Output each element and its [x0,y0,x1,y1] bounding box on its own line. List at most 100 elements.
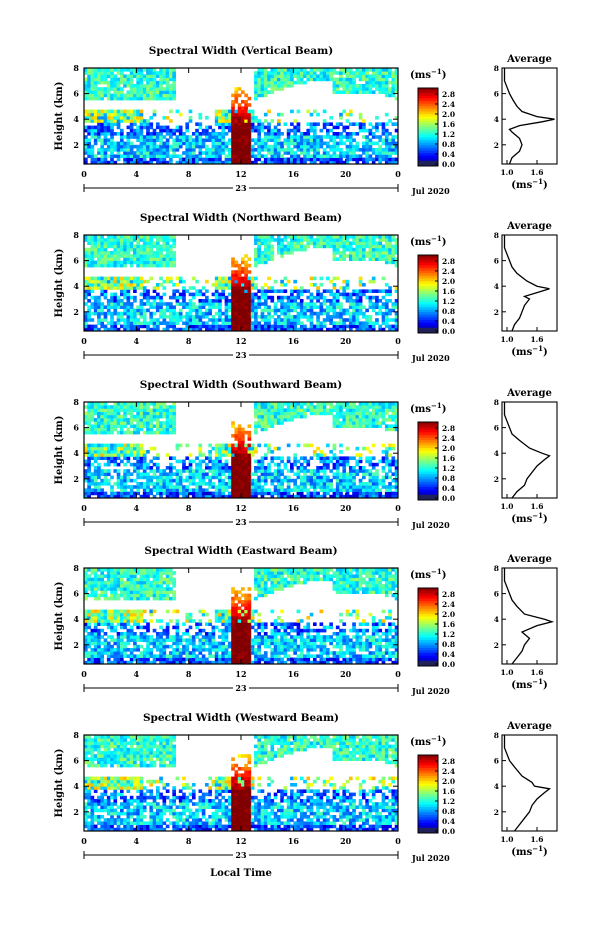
heatmap-cell [238,106,242,110]
heatmap-cell [185,305,189,309]
heatmap-cell [287,151,291,155]
heatmap-cell [261,81,265,85]
heatmap-cell [244,129,248,133]
heatmap-cell [280,302,284,306]
heatmap-cell [153,254,157,258]
heatmap-cell [388,241,392,245]
colorbar-swatch [418,106,438,109]
heatmap-cell [254,94,258,98]
heatmap-cell [110,488,114,492]
heatmap-cell [149,418,153,422]
heatmap-cell [231,151,235,155]
heatmap-cell [130,405,134,409]
heatmap-cell [179,485,183,489]
heatmap-cell [133,456,137,460]
heatmap-cell [228,299,232,303]
heatmap-cell [166,302,170,306]
heatmap-cell [225,302,229,306]
heatmap-cell [238,154,242,158]
heatmap-cell [333,424,337,428]
heatmap-cell [251,296,255,300]
heatmap-cell [306,309,310,313]
heatmap-cell [274,142,278,146]
heatmap-cell [329,154,333,158]
heatmap-cell [97,87,101,91]
heatmap-cell [349,241,353,245]
heatmap-cell [163,472,167,476]
heatmap-cell [244,305,248,309]
heatmap-cell [113,453,117,457]
heatmap-cell [349,87,353,91]
heatmap-cell [346,71,350,75]
heatmap-cell [254,158,258,162]
x-tick-label: 0 [395,336,401,346]
heatmap-cell [189,472,193,476]
heatmap-cell [159,405,163,409]
heatmap-cell [372,151,376,155]
heatmap-cell [172,312,176,316]
heatmap-cell [277,476,281,480]
heatmap-cell [97,74,101,78]
heatmap-cell [156,71,160,75]
heatmap-cell [179,158,183,162]
heatmap-cell [248,447,252,451]
heatmap-cell [238,148,242,152]
heatmap-cell [355,132,359,136]
heatmap-cell [153,148,157,152]
heatmap-cell [208,482,212,486]
heatmap-cell [149,277,153,281]
colorbar-swatch [418,263,438,266]
heatmap-cell [176,488,180,492]
heatmap-cell [310,241,314,245]
heatmap-cell [349,145,353,149]
heatmap-cell [362,283,366,287]
heatmap-cell [215,135,219,139]
heatmap-cell [143,431,147,435]
heatmap-cell [100,415,104,419]
heatmap-cell [127,289,131,293]
heatmap-cell [375,129,379,133]
heatmap-cell [169,71,173,75]
date-label: Jul 2020 [411,186,450,196]
heatmap-cell [385,309,389,313]
heatmap-cell [303,289,307,293]
heatmap-cell [352,325,356,329]
heatmap-cell [91,453,95,457]
heatmap-cell [264,296,268,300]
heatmap-cell [136,158,140,162]
heatmap-cell [107,94,111,98]
heatmap-cell [293,302,297,306]
heatmap-cell [241,318,245,322]
heatmap-cell [87,479,91,483]
heatmap-cell [133,485,137,489]
heatmap-cell [342,280,346,284]
heatmap-cell [97,283,101,287]
heatmap-cell [297,296,301,300]
heatmap-cell [221,488,225,492]
heatmap-cell [212,318,216,322]
heatmap-cell [346,87,350,91]
heatmap-cell [166,142,170,146]
heatmap-cell [277,321,281,325]
heatmap-cell [310,113,314,117]
heatmap-cell [215,444,219,448]
heatmap-cell [166,472,170,476]
heatmap-cell [261,122,265,126]
heatmap-cell [143,456,147,460]
heatmap-cell [100,254,104,258]
heatmap-cell [297,460,301,464]
heatmap-cell [372,90,376,94]
heatmap-cell [293,405,297,409]
heatmap-cell [133,113,137,117]
heatmap-cell [316,142,320,146]
heatmap-cell [248,135,252,139]
heatmap-cell [336,241,340,245]
heatmap-cell [136,132,140,136]
heatmap-cell [104,158,108,162]
heatmap-cell [306,296,310,300]
heatmap-cell [323,412,327,416]
heatmap-cell [355,74,359,78]
heatmap-cell [143,418,147,422]
heatmap-cell [192,138,196,142]
heatmap-cell [293,412,297,416]
